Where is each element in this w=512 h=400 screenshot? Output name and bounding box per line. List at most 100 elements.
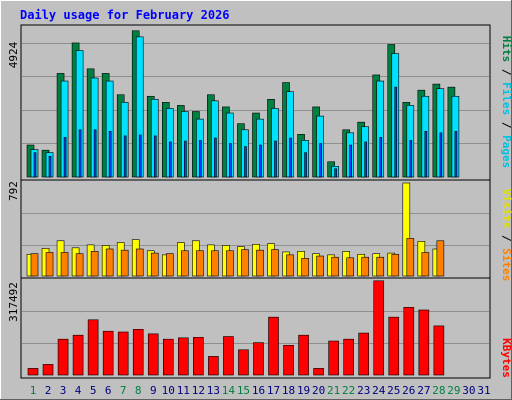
day-label: 19 [297,384,310,397]
day-label: 21 [327,384,340,397]
legend-sep-3: / [500,235,512,242]
sites-bar [316,255,324,277]
legend-files: Files [500,82,512,115]
pages-bar [274,140,277,178]
pages-bar [424,131,428,178]
legend-sites: Sites [500,248,512,281]
pages-bar [123,135,127,178]
legend-kbytes: KBytes [500,338,512,378]
pages-bar [244,146,247,178]
day-label: 22 [342,384,355,397]
kbytes-bar [223,336,234,376]
kbytes-bar [132,329,144,376]
kbytes-bar [57,338,69,376]
kbytes-bar [27,368,39,376]
pages-bar [289,137,292,178]
pages-bar [48,155,52,178]
pages-bar [319,143,322,178]
day-label: 13 [207,384,220,397]
day-label: 30 [462,384,475,397]
pages-bar [78,129,82,178]
bars [26,30,460,376]
kbytes-bar [193,337,204,376]
kbytes-bar [418,309,430,376]
kbytes-bar [208,356,219,376]
pages-bar [108,131,112,178]
sites-bar [346,257,354,277]
day-label: 1 [30,384,37,397]
hits-ymax-label: 4924 [7,41,20,68]
sites-bar [30,253,39,277]
day-label: 10 [162,384,175,397]
pages-bar [334,168,337,178]
sites-bar [150,252,159,277]
day-label: 2 [45,384,52,397]
kbytes-ymax-label: 317492 [7,282,20,322]
kbytes-bar [87,319,99,376]
kbytes-bar [328,340,339,376]
legend-pages: Pages [500,135,512,168]
day-label: 23 [357,384,370,397]
sites-bar [436,240,445,277]
day-label: 15 [237,384,250,397]
kbytes-bar [238,349,249,376]
sites-bar [211,250,219,277]
kbytes-bar [298,334,309,376]
day-label: 5 [90,384,97,397]
kbytes-bar [358,332,370,376]
pages-bar [168,141,172,178]
kbytes-bar [433,325,445,376]
kbytes-bar [313,368,324,376]
day-label: 27 [417,384,430,397]
kbytes-bar [178,337,189,376]
kbytes-bar [147,333,159,376]
day-label: 16 [252,384,265,397]
pages-bar [259,144,262,178]
pages-bar [138,134,142,178]
sites-bar [301,258,309,277]
legend-visits: Visits [500,189,512,229]
pages-bar [364,141,368,178]
pages-bar [409,140,413,178]
visits-bar [402,182,411,277]
kbytes-bar [72,334,84,376]
sites-bar [406,238,415,277]
day-label: 17 [267,384,280,397]
pages-bar [454,131,458,178]
kbytes-bar [403,307,415,376]
sites-bar [165,253,174,277]
pages-bar [184,140,187,178]
day-label: 12 [192,384,205,397]
kbytes-bar [42,364,54,376]
day-label: 31 [477,384,490,397]
pages-bar [394,86,398,178]
pages-bar [439,132,443,178]
day-label: 24 [372,384,386,397]
pages-bar [153,135,157,178]
pages-bar [229,143,232,178]
kbytes-bar [253,342,264,376]
day-label: 9 [150,384,157,397]
day-label: 8 [135,384,142,397]
sites-bar [90,251,99,277]
sites-bar [376,256,385,277]
sites-bar [135,248,144,277]
day-label: 14 [222,384,236,397]
pages-bar [214,137,217,178]
kbytes-bar [117,331,129,376]
kbytes-bar [343,338,354,376]
pages-bar [349,144,352,178]
sites-bar [196,250,204,277]
kbytes-bar [388,316,400,376]
kbytes-bar [268,316,279,376]
day-label: 28 [432,384,445,397]
day-label: 4 [75,384,82,397]
sites-bar [331,256,339,277]
legend-sep-1: / [500,69,512,76]
pages-bar [379,137,383,178]
day-label: 29 [447,384,460,397]
pages-bar [199,140,202,178]
sites-bar [75,253,84,277]
day-label: 7 [120,384,127,397]
